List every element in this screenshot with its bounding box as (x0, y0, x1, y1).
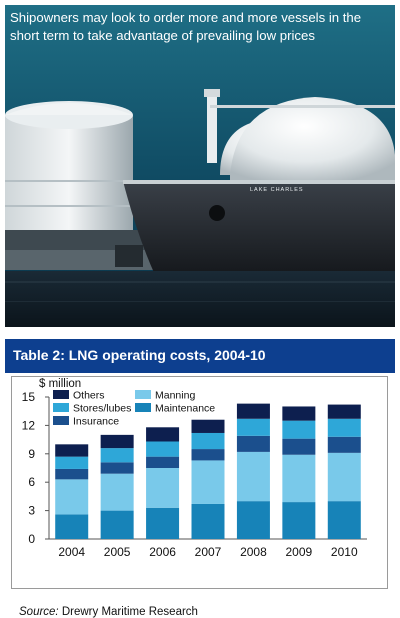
ship-name-label: LAKE CHARLES (250, 187, 304, 193)
bar-maintenance-2009 (282, 502, 316, 539)
plot-frame (11, 376, 388, 589)
bar-manning-2009 (282, 454, 316, 503)
bar-manning-2007 (191, 460, 225, 504)
bar-stores-lubes-2005 (100, 448, 134, 463)
bar-insurance-2004 (55, 468, 89, 480)
stacked-bar-chart: $ million 0 3 6 9 12 15 2004 2005 2006 2007 2008 200… (22, 378, 367, 559)
bar-stores-lubes-2009 (282, 420, 316, 439)
bar-insurance-2007 (191, 449, 225, 461)
chart-panel: Table 2: LNG operating costs, 2004-10 $ … (5, 339, 395, 618)
legend-swatch-manning (135, 390, 151, 399)
source-text: Drewry Maritime Research (58, 606, 198, 618)
bar-maintenance-2004 (55, 514, 89, 539)
bar-stores-lubes-2008 (236, 418, 270, 436)
legend-swatch-stores-lubes (53, 403, 69, 412)
bar-manning-2005 (100, 473, 134, 511)
legend-label-stores-lubes: Stores/lubes (73, 403, 131, 415)
bar-others-2007 (191, 419, 225, 433)
x-tick-label-2009: 2009 (286, 545, 313, 559)
bar-manning-2004 (55, 479, 89, 515)
bar-insurance-2005 (100, 462, 134, 474)
bar-others-2004 (55, 444, 89, 457)
x-tick-label-2005: 2005 (104, 545, 131, 559)
y-axis-label: $ million (39, 378, 81, 390)
bar-others-2006 (146, 427, 180, 442)
bar-stores-lubes-2004 (55, 456, 89, 469)
bar-manning-2008 (236, 451, 270, 502)
legend-swatch-others (53, 390, 69, 399)
chart-area: $ million 0 3 6 9 12 15 2004 2005 2006 2007 2008 200… (5, 373, 395, 618)
x-tick-label-2004: 2004 (58, 545, 85, 559)
bar-insurance-2008 (236, 435, 270, 452)
y-tick-label-6: 6 (28, 475, 35, 489)
legend-label-maintenance: Maintenance (155, 403, 215, 415)
bar-insurance-2009 (282, 438, 316, 455)
bar-manning-2010 (327, 452, 361, 502)
bar-maintenance-2006 (146, 507, 180, 539)
chart-title-bar: Table 2: LNG operating costs, 2004-10 (5, 339, 395, 373)
legend-swatch-maintenance (135, 403, 151, 412)
bar-maintenance-2005 (100, 510, 134, 539)
legend-label-others: Others (73, 390, 105, 402)
x-tick-label-2007: 2007 (195, 545, 222, 559)
y-tick-label-15: 15 (22, 390, 36, 404)
bar-insurance-2006 (146, 456, 180, 468)
source-label: Source: (19, 606, 59, 618)
bar-maintenance-2007 (191, 503, 225, 539)
legend-swatch-insurance (53, 416, 69, 425)
bar-maintenance-2010 (327, 501, 361, 539)
bar-stores-lubes-2006 (146, 441, 180, 457)
bar-others-2010 (327, 404, 361, 419)
y-tick-label-9: 9 (28, 447, 35, 461)
x-tick-label-2006: 2006 (149, 545, 176, 559)
photo-caption: Shipowners may look to order more and mo… (10, 10, 362, 43)
legend-label-manning: Manning (155, 390, 195, 402)
bar-insurance-2010 (327, 436, 361, 453)
y-tick-label-0: 0 (28, 532, 35, 546)
bar-stores-lubes-2010 (327, 418, 361, 437)
chart-title: Table 2: LNG operating costs, 2004-10 (13, 347, 266, 363)
source-note: Source: Drewry Maritime Research (19, 606, 198, 618)
bar-maintenance-2008 (236, 501, 270, 539)
legend-label-insurance: Insurance (73, 416, 119, 428)
x-tick-label-2010: 2010 (331, 545, 358, 559)
y-tick-label-3: 3 (28, 504, 35, 518)
bar-others-2009 (282, 406, 316, 421)
bar-others-2005 (100, 434, 134, 449)
bar-stores-lubes-2007 (191, 432, 225, 450)
x-tick-label-2008: 2008 (240, 545, 267, 559)
bar-manning-2006 (146, 468, 180, 508)
lng-carrier-photo: LAKE CHARLES (5, 5, 395, 327)
bar-others-2008 (236, 403, 270, 419)
y-tick-label-12: 12 (22, 418, 36, 432)
